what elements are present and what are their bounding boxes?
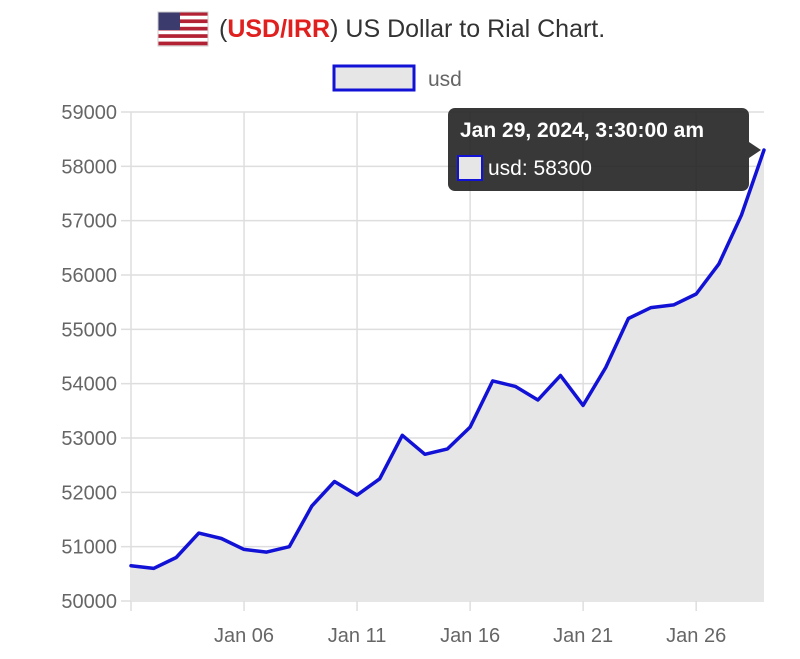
y-tick-label: 58000	[61, 156, 117, 178]
y-tick-label: 57000	[61, 211, 117, 233]
legend-swatch[interactable]	[332, 64, 416, 92]
tooltip-caret	[749, 142, 761, 158]
axis-tick-labels: 50000 51000 52000 53000 54000 55000 56000 57000…	[61, 102, 726, 647]
y-tick-label: 56000	[61, 265, 117, 287]
y-tick-label: 54000	[61, 374, 117, 396]
series-usd	[129, 148, 766, 601]
y-tick-label: 59000	[61, 102, 117, 124]
us-flag-icon	[157, 11, 209, 47]
title-pair: USD/IRR	[227, 15, 330, 43]
chart-title-text: (USD/IRR) US Dollar to Rial Chart.	[219, 15, 605, 43]
tooltip: Jan 29, 2024, 3:30:00 am usd: 58300	[448, 108, 761, 191]
y-tick-label: 53000	[61, 428, 117, 450]
x-tick-label: Jan 26	[666, 625, 726, 647]
y-tick-label: 52000	[61, 482, 117, 504]
tooltip-body: usd: 58300	[488, 157, 592, 180]
tooltip-box	[448, 108, 749, 191]
series-area	[131, 150, 764, 601]
y-tick-label: 51000	[61, 537, 117, 559]
y-tick-label: 55000	[61, 319, 117, 341]
title-open-paren: (	[219, 15, 228, 43]
tooltip-swatch	[457, 155, 483, 181]
title-rest: ) US Dollar to Rial Chart.	[330, 15, 605, 43]
legend-label[interactable]: usd	[428, 68, 462, 91]
x-tick-label: Jan 06	[214, 625, 274, 647]
tooltip-title: Jan 29, 2024, 3:30:00 am	[460, 119, 704, 142]
legend[interactable]: usd	[332, 64, 462, 92]
chart-title: (USD/IRR) US Dollar to Rial Chart.	[157, 11, 605, 47]
x-tick-label: Jan 21	[553, 625, 613, 647]
x-tick-label: Jan 11	[328, 625, 387, 647]
x-tick-label: Jan 16	[440, 625, 500, 647]
y-tick-label: 50000	[61, 591, 117, 613]
